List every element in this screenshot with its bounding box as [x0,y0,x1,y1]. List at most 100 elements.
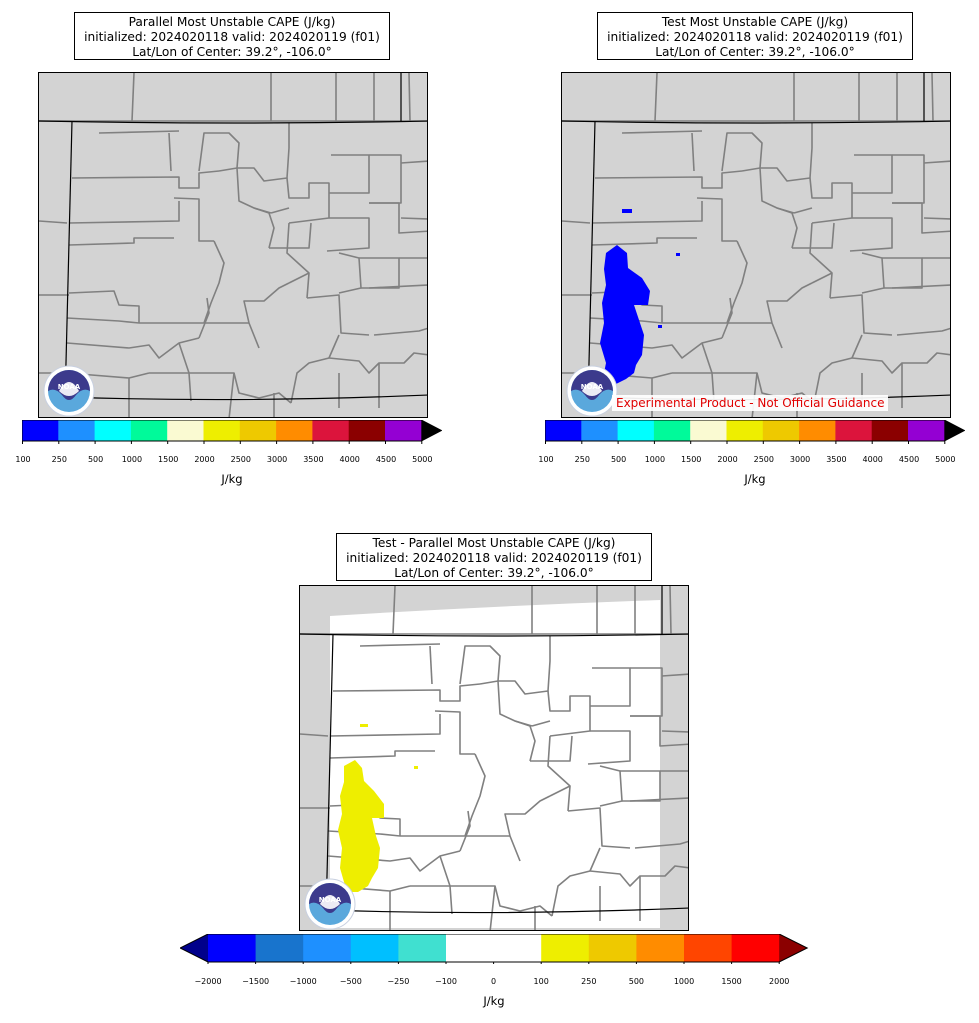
parallel-title-line1: Parallel Most Unstable CAPE (J/kg) [128,15,336,29]
colorbar-extend-arrow [944,420,965,441]
county-boundary [514,720,533,727]
county-boundary [392,586,396,635]
county-boundary [286,222,310,299]
colorbar-tick-label: −500 [339,977,362,986]
county-boundary [654,73,658,122]
colorbar-segment [636,934,685,962]
county-boundary [630,715,688,747]
county-boundary [793,207,813,214]
colorbar-tick-label: −2000 [194,977,222,986]
state-boundary [300,633,688,637]
experimental-disclaimer: Experimental Product - Not Official Guid… [612,395,889,411]
county-boundary [811,272,833,284]
county-boundary [368,284,427,289]
test-colorbar-bar [544,419,966,444]
county-boundary [71,170,220,189]
county-boundary [198,132,240,172]
colorbar-tick-label: 500 [87,455,104,464]
noaa-logo: NOAA [304,878,356,930]
colorbar-segment [684,934,733,962]
county-boundary [329,154,370,194]
colorbar-segment [908,420,945,441]
county-boundary [400,217,427,220]
colorbar-extend-arrow-low [180,934,208,962]
county-boundary [369,154,402,204]
county-boundary [849,217,893,252]
county-boundary [691,132,695,172]
colorbar-tick-label: −1000 [289,977,317,986]
colorbar-tick-label: 250 [51,455,67,464]
county-boundary [290,357,330,404]
county-boundary [450,885,553,917]
colorbar-segment [581,420,619,441]
county-boundary [373,327,427,336]
colorbar-segment [276,420,313,441]
state-boundary [39,120,427,124]
colorbar-tick-label: −100 [435,977,457,986]
county-boundary [253,207,272,214]
difference-colorbar: −2000 −1500 −1000 −500 −250 −100 0 100 250 500 100… [178,933,810,986]
county-boundary [591,237,697,246]
colorbar-segment [312,420,350,441]
noaa-logo-text: NOAA [581,383,604,391]
county-boundary [338,252,362,294]
colorbar-tick-label: 500 [628,977,645,986]
parallel-map-boundaries [39,73,427,417]
county-boundary [429,645,433,685]
county-boundary [551,870,591,917]
county-boundary [327,850,461,872]
colorbar-segment [799,420,836,441]
county-boundary [66,317,140,324]
county-boundary [587,730,631,765]
colorbar-tick-label: 1500 [721,977,742,986]
cape-blob [600,209,680,395]
county-boundary [567,807,631,849]
county-boundary [131,73,135,122]
county-boundary [829,294,893,336]
colorbar-tick-label: 5000 [935,455,956,464]
colorbar-tick-label: 100 [15,455,31,464]
county-boundary [359,643,441,647]
county-boundary [792,222,835,249]
county-boundary [669,586,672,635]
county-boundary [300,733,329,737]
county-boundary [329,750,435,759]
noaa-logo-graphic: NOAA [43,365,95,417]
county-boundary [218,123,290,182]
county-boundary [270,207,290,214]
difference-title: Test - Parallel Most Unstable CAPE (J/kg… [336,533,652,581]
parallel-title-line2: initialized: 2024020118 valid: 202402011… [84,30,380,44]
test-colorbar-unit: J/kg [744,472,766,486]
colorbar-tick-label: 2500 [753,455,774,464]
county-boundary [771,322,783,349]
colorbar-tick-label: 100 [533,977,549,986]
colorbar-tick-label: 4500 [898,455,920,464]
difference-colorbar-unit: J/kg [483,994,505,1008]
state-boundary [64,120,73,404]
county-boundary [591,201,703,224]
county-boundary [306,294,370,336]
county-boundary [621,130,703,134]
county-boundary [809,177,853,224]
county-boundary [590,667,631,707]
colorbar-segment [446,934,495,962]
county-boundary [776,207,795,214]
parallel-colorbar-unit: J/kg [221,472,243,486]
colorbar-tick-label: 1000 [673,977,695,986]
parallel-map: NOAA [38,72,428,418]
county-boundary [923,217,950,220]
colorbar-tick-label: 4000 [339,455,360,464]
county-boundary [721,297,733,339]
colorbar-tick-label: 2000 [194,455,215,464]
colorbar-tick-label: 100 [538,455,554,464]
county-boundary [896,327,950,336]
county-boundary [852,154,893,194]
county-boundary [286,177,330,224]
county-boundary [599,765,623,807]
county-boundary [68,290,140,323]
county-boundary [891,284,950,289]
county-boundary [721,132,763,172]
county-boundary [531,720,551,727]
noaa-logo-text: NOAA [319,896,342,904]
county-boundary [68,237,174,246]
